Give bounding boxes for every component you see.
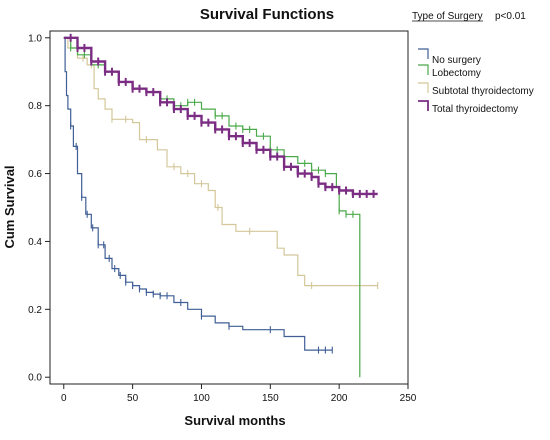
x-tick-label: 200 (331, 393, 348, 404)
x-axis-label: Survival months (184, 413, 285, 428)
y-axis-label: Cum Survival (2, 165, 17, 248)
legend-label-no-surgery: No surgery (432, 55, 481, 66)
legend-label-total-thyroidectomy: Total thyroidectomy (432, 104, 518, 115)
y-tick-label: 0.4 (28, 237, 42, 248)
y-tick-label: 0.0 (28, 373, 42, 384)
legend-swatch-total-thyroidectomy (418, 100, 429, 111)
x-tick-label: 150 (262, 393, 279, 404)
legend-swatch-no-surgery (418, 48, 429, 59)
y-tick-label: 0.8 (28, 101, 42, 112)
series-line-subtotal-thyroidectomy (63, 37, 378, 287)
y-tick-label: 0.2 (28, 305, 42, 316)
plot-frame (49, 30, 409, 385)
chart-title: Survival Functions (200, 6, 334, 23)
y-tick-label: 1.0 (28, 33, 42, 44)
legend-label-subtotal-thyroidectomy: Subtotal thyroidectomy (432, 86, 534, 97)
x-tick-label: 50 (127, 393, 139, 404)
plot-area: 0.0 0.2 0.4 0.6 0.8 1.0 0 50 100 150 200 250 (28, 30, 417, 404)
y-tick-label: 0.6 (28, 169, 42, 180)
legend-swatch-subtotal-thyroidectomy (418, 82, 429, 93)
legend-items: No surgery Lobectomy Subtotal thyroidectom… (418, 48, 534, 115)
x-tick-label: 250 (400, 393, 417, 404)
legend-swatch-lobectomy (418, 64, 429, 75)
legend-label-lobectomy: Lobectomy (432, 68, 481, 79)
series-no-surgery (63, 37, 333, 354)
series-total-thyroidectomy (63, 33, 378, 198)
legend-title: Type of Surgery (412, 11, 483, 22)
x-tick-label: 100 (193, 393, 210, 404)
legend-note: p<0.01 (495, 11, 526, 22)
legend: Type of Surgery p<0.01 No surgery Lobecto… (412, 11, 534, 115)
x-tick-label: 0 (61, 393, 67, 404)
